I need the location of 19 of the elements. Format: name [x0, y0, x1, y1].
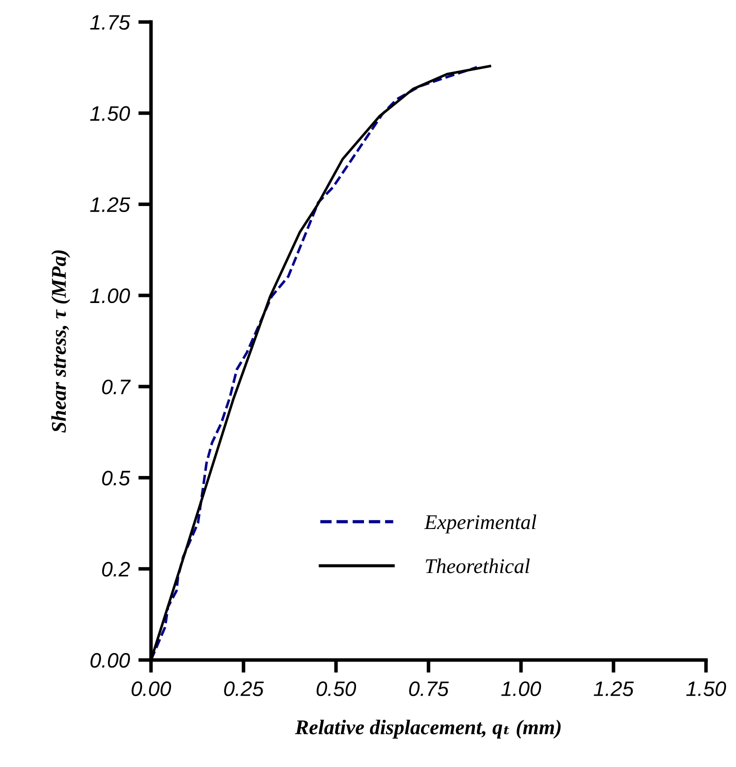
- x-tick-label: 1.25: [594, 681, 634, 696]
- y-tick-label: 0.2: [102, 562, 130, 577]
- y-tick-label: 1.75: [90, 15, 130, 30]
- y-tick-label: 1.50: [90, 106, 130, 121]
- legend-label: Theorethical: [426, 558, 530, 574]
- x-tick-label: 0.25: [224, 681, 264, 696]
- y-tick-label: 1.00: [90, 288, 130, 304]
- x-tick-label: 1.50: [686, 681, 726, 696]
- x-tick-label: 0.75: [409, 681, 449, 696]
- y-tick-label: 0.7: [102, 380, 131, 394]
- y-tick-label: 0.5: [102, 470, 130, 486]
- x-tick-label: 0.50: [316, 681, 356, 696]
- x-tick-label: 0.00: [132, 681, 172, 696]
- legend-label: Experimental: [424, 514, 536, 534]
- x-tick-label: 1.00: [501, 681, 542, 696]
- y-tick-label: 1.25: [90, 197, 130, 212]
- x-axis-title: Relative displacement, qₜ (mm): [295, 720, 561, 739]
- y-tick-label: 0.00: [90, 653, 130, 668]
- y-axis-title: Shear stress, τ (MPa): [51, 250, 70, 433]
